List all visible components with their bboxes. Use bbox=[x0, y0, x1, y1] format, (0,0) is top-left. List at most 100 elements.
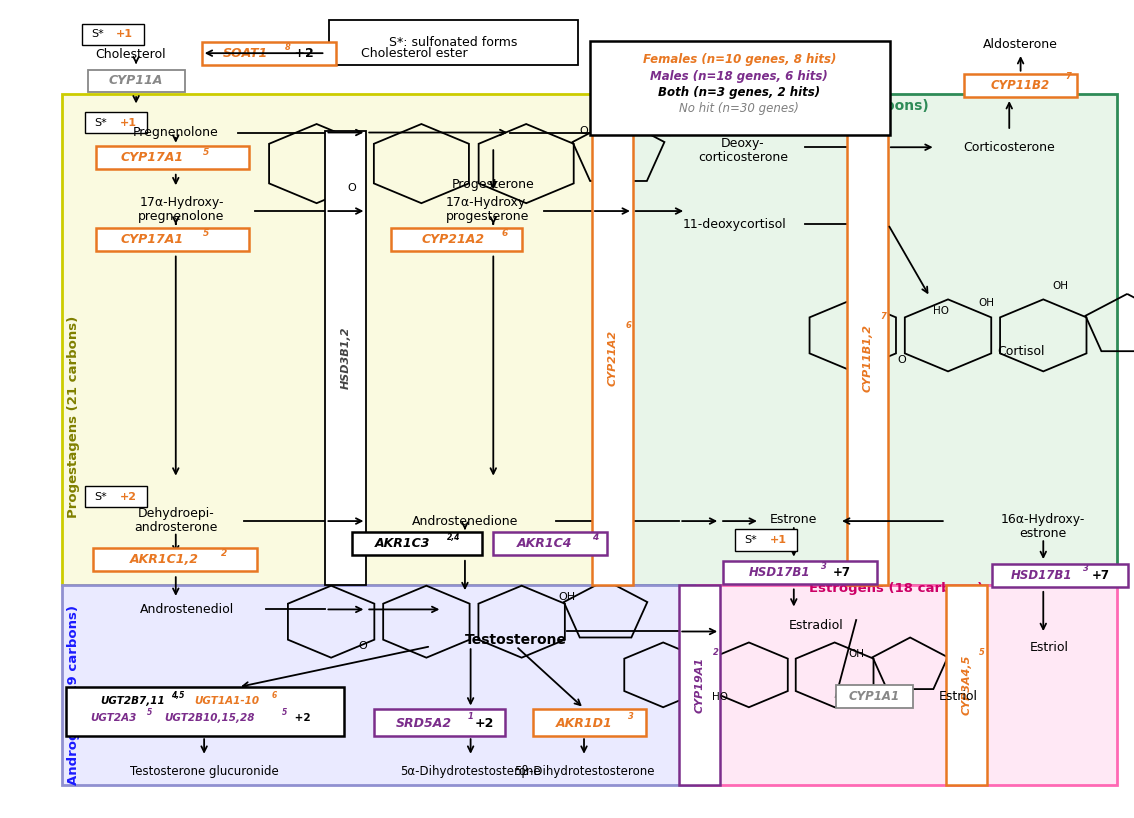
Text: Males (n=18 genes, 6 hits): Males (n=18 genes, 6 hits) bbox=[651, 70, 828, 83]
Text: O: O bbox=[579, 126, 589, 136]
FancyBboxPatch shape bbox=[946, 585, 987, 785]
Text: Androstenedione: Androstenedione bbox=[412, 515, 518, 528]
FancyBboxPatch shape bbox=[735, 529, 797, 551]
Text: 5β-Dihydrotestosterone: 5β-Dihydrotestosterone bbox=[514, 765, 654, 778]
FancyBboxPatch shape bbox=[88, 70, 185, 92]
Text: pregnenolone: pregnenolone bbox=[138, 210, 225, 223]
Text: AKR1C4: AKR1C4 bbox=[517, 537, 572, 550]
Text: SOAT1: SOAT1 bbox=[222, 47, 268, 60]
Text: corticosterone: corticosterone bbox=[697, 151, 788, 164]
Text: HO: HO bbox=[712, 692, 728, 702]
FancyBboxPatch shape bbox=[96, 228, 249, 251]
FancyBboxPatch shape bbox=[723, 561, 877, 584]
FancyBboxPatch shape bbox=[601, 94, 1117, 585]
Text: +7: +7 bbox=[1092, 569, 1110, 582]
Text: AKR1D1: AKR1D1 bbox=[556, 717, 612, 730]
Text: S*: S* bbox=[744, 535, 758, 545]
FancyBboxPatch shape bbox=[66, 687, 344, 736]
FancyBboxPatch shape bbox=[352, 532, 482, 555]
Text: 8: 8 bbox=[285, 43, 291, 52]
Text: Androgens (19 carbons): Androgens (19 carbons) bbox=[67, 605, 81, 785]
Text: O: O bbox=[347, 183, 356, 193]
Text: Estrogens (18 carbons): Estrogens (18 carbons) bbox=[809, 582, 983, 596]
Text: O: O bbox=[897, 355, 906, 365]
FancyBboxPatch shape bbox=[697, 585, 1117, 785]
Text: Deoxy-: Deoxy- bbox=[721, 137, 764, 150]
Text: 5: 5 bbox=[979, 648, 985, 657]
Text: HSD3B1,2: HSD3B1,2 bbox=[341, 326, 350, 389]
Text: 2: 2 bbox=[712, 648, 719, 657]
FancyBboxPatch shape bbox=[391, 228, 522, 251]
Text: CYP21A2: CYP21A2 bbox=[422, 233, 485, 246]
Text: Progestagens (21 carbons): Progestagens (21 carbons) bbox=[67, 316, 81, 519]
Text: +1: +1 bbox=[770, 535, 786, 545]
Text: HSD17B1: HSD17B1 bbox=[1010, 569, 1072, 582]
Text: Cholesterol: Cholesterol bbox=[95, 48, 166, 61]
Text: 17α-Hydroxy-: 17α-Hydroxy- bbox=[446, 196, 530, 209]
Text: 4,5: 4,5 bbox=[171, 690, 185, 700]
Text: estrone: estrone bbox=[1019, 527, 1067, 540]
FancyBboxPatch shape bbox=[329, 20, 578, 65]
Text: Progesterone: Progesterone bbox=[452, 178, 534, 191]
Text: Cortisol: Cortisol bbox=[997, 345, 1044, 358]
Text: CYP11B2: CYP11B2 bbox=[991, 79, 1050, 92]
Text: Corticosterone: Corticosterone bbox=[964, 141, 1055, 154]
Text: OH: OH bbox=[848, 649, 864, 659]
Text: 5: 5 bbox=[203, 147, 210, 157]
Text: 3: 3 bbox=[821, 561, 828, 571]
FancyBboxPatch shape bbox=[533, 709, 646, 736]
Text: CYP11A: CYP11A bbox=[109, 74, 163, 87]
FancyBboxPatch shape bbox=[85, 112, 147, 133]
Text: CYP3A4,5: CYP3A4,5 bbox=[962, 655, 971, 715]
Text: 3: 3 bbox=[1083, 564, 1090, 573]
Text: HSD17B1: HSD17B1 bbox=[748, 566, 810, 579]
FancyBboxPatch shape bbox=[592, 131, 633, 585]
FancyBboxPatch shape bbox=[202, 42, 336, 65]
Text: 7: 7 bbox=[880, 312, 887, 321]
FancyBboxPatch shape bbox=[679, 585, 720, 785]
Text: 6: 6 bbox=[272, 690, 277, 700]
Text: Estradiol: Estradiol bbox=[789, 619, 844, 632]
Text: No hit (n=30 genes): No hit (n=30 genes) bbox=[679, 102, 799, 115]
FancyBboxPatch shape bbox=[992, 564, 1128, 587]
Text: AKR1C3: AKR1C3 bbox=[375, 537, 430, 550]
Text: CYP21A2: CYP21A2 bbox=[608, 330, 617, 386]
FancyBboxPatch shape bbox=[82, 24, 144, 45]
Text: 5: 5 bbox=[203, 229, 210, 239]
Text: CYP11B1,2: CYP11B1,2 bbox=[863, 324, 872, 392]
FancyBboxPatch shape bbox=[493, 532, 607, 555]
Text: S*: sulfonated forms: S*: sulfonated forms bbox=[389, 37, 518, 49]
Text: OH: OH bbox=[1052, 281, 1068, 291]
Text: CYP19A1: CYP19A1 bbox=[695, 657, 704, 713]
Text: CYP1A1: CYP1A1 bbox=[848, 690, 900, 703]
Text: CYP17A1: CYP17A1 bbox=[120, 233, 184, 246]
FancyBboxPatch shape bbox=[590, 41, 890, 135]
Text: Androstenediol: Androstenediol bbox=[139, 603, 235, 616]
Text: Pregnenolone: Pregnenolone bbox=[133, 126, 219, 139]
Text: Cholesterol ester: Cholesterol ester bbox=[361, 47, 467, 60]
Text: S*: S* bbox=[94, 492, 108, 501]
Text: +7: +7 bbox=[832, 566, 850, 579]
Text: 3: 3 bbox=[627, 712, 634, 721]
Text: S*: S* bbox=[94, 118, 108, 128]
Text: +2: +2 bbox=[474, 717, 494, 730]
Text: UGT2A3: UGT2A3 bbox=[91, 713, 136, 723]
Text: 6: 6 bbox=[501, 229, 508, 239]
Text: 1: 1 bbox=[467, 712, 474, 721]
Text: UGT2B10,15,28: UGT2B10,15,28 bbox=[164, 713, 255, 723]
FancyBboxPatch shape bbox=[847, 131, 888, 585]
FancyBboxPatch shape bbox=[836, 685, 913, 708]
Text: 5: 5 bbox=[147, 708, 152, 717]
Text: Testosterone glucuronide: Testosterone glucuronide bbox=[129, 765, 279, 778]
Text: UGT2B7,11: UGT2B7,11 bbox=[100, 696, 166, 706]
Text: +1: +1 bbox=[117, 29, 133, 39]
Text: HO: HO bbox=[933, 306, 949, 316]
FancyBboxPatch shape bbox=[325, 131, 366, 585]
Text: androsterone: androsterone bbox=[134, 521, 218, 534]
Text: OH: OH bbox=[979, 298, 995, 308]
Text: OH: OH bbox=[558, 592, 576, 602]
Text: 5α-Dihydrotestosterone: 5α-Dihydrotestosterone bbox=[400, 765, 541, 778]
Text: +2: +2 bbox=[290, 47, 313, 60]
FancyBboxPatch shape bbox=[93, 548, 257, 571]
Text: S*: S* bbox=[91, 29, 104, 39]
